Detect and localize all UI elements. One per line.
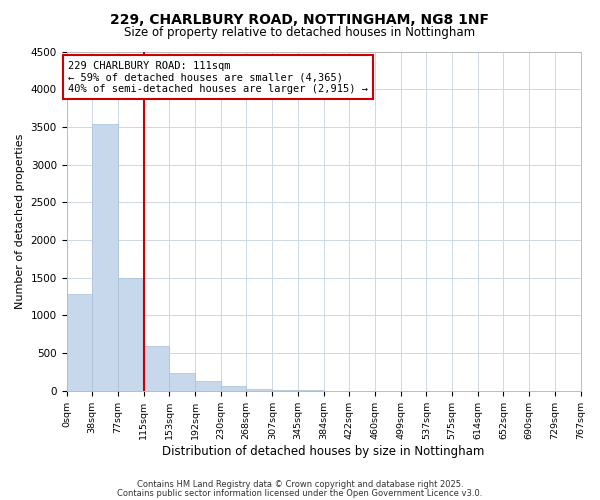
Y-axis label: Number of detached properties: Number of detached properties (15, 134, 25, 309)
Bar (143, 346, 169, 391)
Bar (67, 294, 92, 391)
Text: 229 CHARLBURY ROAD: 111sqm
← 59% of detached houses are smaller (4,365)
40% of s: 229 CHARLBURY ROAD: 111sqm ← 59% of deta… (68, 60, 368, 94)
Bar (92, 124, 118, 391)
Text: Contains public sector information licensed under the Open Government Licence v3: Contains public sector information licen… (118, 488, 482, 498)
Bar (169, 372, 195, 391)
X-axis label: Distribution of detached houses by size in Nottingham: Distribution of detached houses by size … (163, 444, 485, 458)
Text: 229, CHARLBURY ROAD, NOTTINGHAM, NG8 1NF: 229, CHARLBURY ROAD, NOTTINGHAM, NG8 1NF (110, 12, 490, 26)
Bar (221, 386, 246, 391)
Text: Size of property relative to detached houses in Nottingham: Size of property relative to detached ho… (124, 26, 476, 39)
Bar (118, 278, 143, 391)
Bar (246, 388, 272, 391)
Text: Contains HM Land Registry data © Crown copyright and database right 2025.: Contains HM Land Registry data © Crown c… (137, 480, 463, 489)
Bar (272, 390, 298, 391)
Bar (195, 381, 221, 391)
